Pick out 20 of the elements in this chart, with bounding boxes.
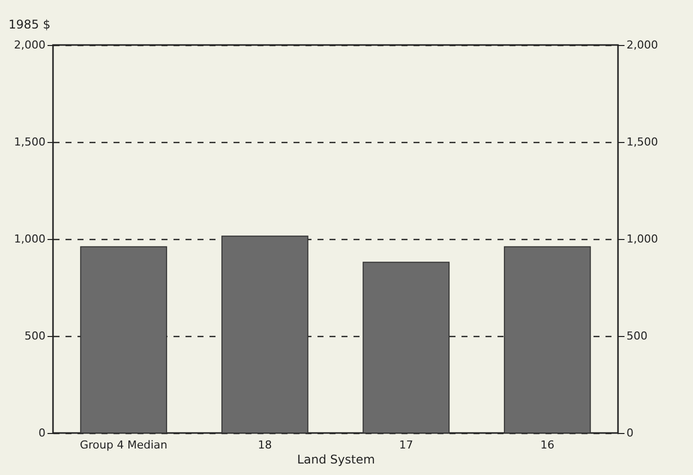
y-tick-label: 500 bbox=[24, 330, 46, 342]
y2-tick-label: 1,000 bbox=[626, 232, 658, 246]
x-tick-label: 17 bbox=[399, 438, 414, 452]
bar bbox=[504, 246, 591, 434]
x-axis-title: Land System bbox=[297, 452, 375, 466]
bar bbox=[221, 236, 308, 434]
bar bbox=[362, 262, 450, 434]
y-tick-label: 0 bbox=[38, 426, 46, 440]
x-tick-label: 16 bbox=[540, 438, 554, 452]
y-tick-label: 2,000 bbox=[14, 38, 46, 52]
y2-tick-label: 0 bbox=[626, 426, 634, 440]
y2-tick-label: 500 bbox=[626, 330, 648, 342]
y-tick-label: 1,500 bbox=[14, 136, 46, 148]
x-tick-label: Group 4 Median bbox=[80, 438, 168, 452]
x-tick-label: 18 bbox=[258, 438, 272, 452]
y-tick-label: 1,000 bbox=[14, 232, 46, 246]
y2-tick-label: 1,500 bbox=[626, 136, 658, 148]
bar bbox=[80, 246, 168, 434]
y-axis-title: 1985 $ bbox=[8, 18, 50, 32]
y2-tick-label: 2,000 bbox=[626, 38, 658, 52]
